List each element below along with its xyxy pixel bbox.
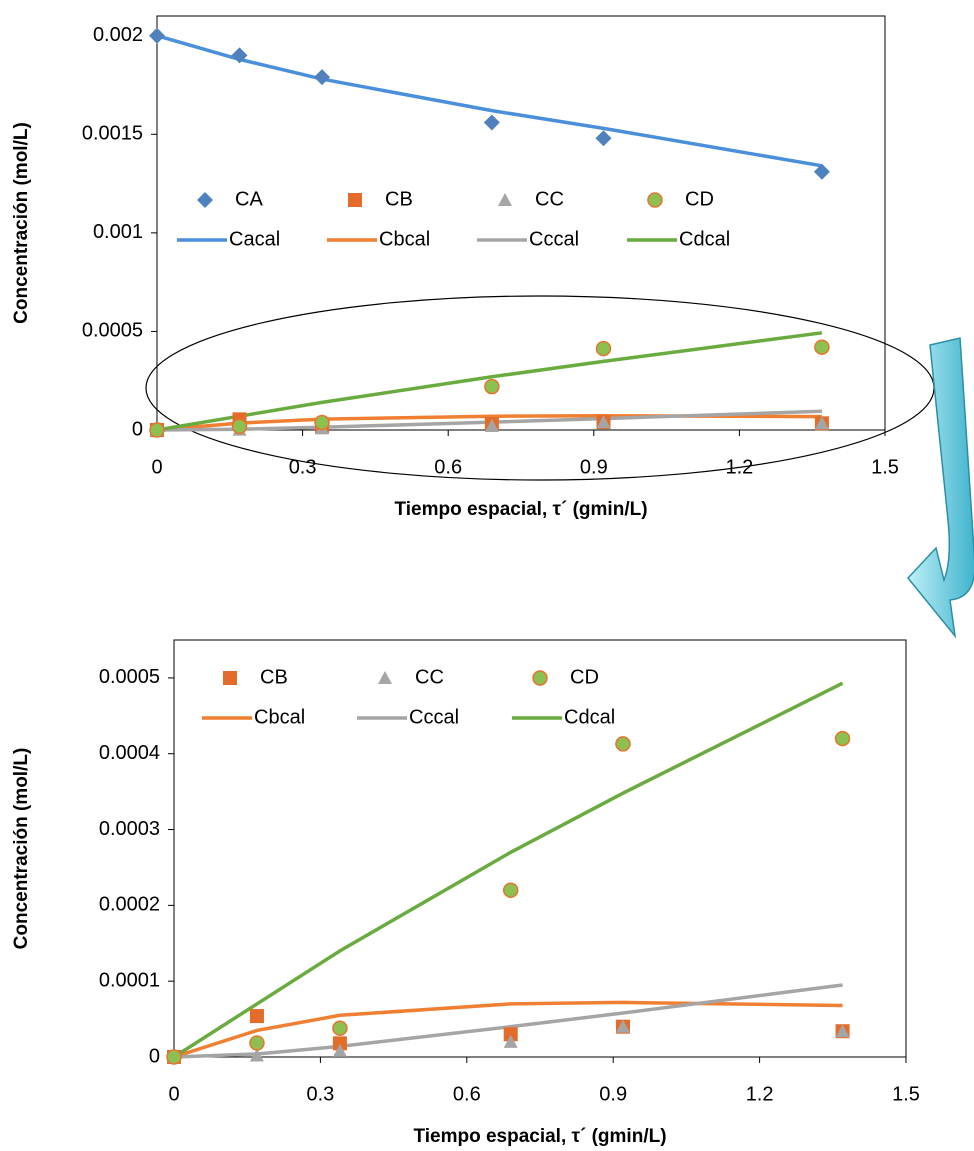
legend-label: Cbcal	[254, 706, 305, 728]
data-point	[814, 416, 829, 430]
data-point	[484, 378, 500, 395]
y-tick-label: 0.001	[93, 221, 143, 243]
x-tick-label: 0	[151, 456, 162, 478]
legend-label: Cdcal	[679, 228, 730, 250]
x-tick-label: 1.5	[892, 1083, 920, 1105]
legend-label: Cacal	[229, 228, 280, 250]
y-axis-title: Concentración (mol/L)	[11, 748, 32, 950]
legend-label: Cccal	[529, 228, 579, 250]
series-line	[173, 681, 844, 1059]
legend-marker	[647, 192, 663, 208]
data-point	[314, 69, 331, 86]
data-point	[595, 130, 612, 147]
data-point	[814, 339, 830, 355]
data-point	[503, 1034, 518, 1048]
legend-marker	[532, 670, 548, 686]
highlight-ellipse	[145, 295, 935, 481]
x-tick-label: 0.9	[599, 1083, 627, 1105]
y-axis-title: Concentración (mol/L)	[11, 122, 32, 324]
y-tick-label: 0.0001	[99, 969, 160, 991]
series-line	[156, 34, 823, 168]
series-line	[173, 983, 843, 1059]
y-tick-label: 0	[149, 1045, 160, 1067]
y-tick-label: 0.0005	[99, 666, 160, 688]
data-point	[484, 419, 499, 433]
y-tick-label: 0.0015	[82, 123, 143, 145]
x-tick-label: 0.6	[453, 1083, 481, 1105]
data-point	[249, 1035, 265, 1051]
y-tick-label: 0.002	[93, 24, 143, 46]
data-point	[615, 1019, 630, 1033]
data-point	[332, 1020, 348, 1036]
x-tick-label: 1.2	[725, 456, 753, 478]
data-point	[166, 1049, 182, 1065]
x-tick-label: 0.6	[434, 456, 462, 478]
data-point	[231, 47, 248, 64]
data-point	[149, 422, 165, 438]
x-axis-title: Tiempo espacial, τ´ (gmin/L)	[394, 499, 647, 520]
data-point	[149, 27, 165, 44]
data-point	[503, 1027, 518, 1042]
legend-marker	[223, 671, 237, 685]
data-point	[249, 1009, 264, 1024]
x-tick-label: 0.9	[580, 456, 608, 478]
legend-label: Cdcal	[564, 706, 615, 728]
series-line	[156, 409, 822, 432]
legend-label: CD	[570, 666, 599, 688]
y-tick-label: 0.0005	[82, 320, 143, 342]
x-tick-label: 0.3	[289, 456, 317, 478]
legend-marker	[197, 192, 213, 208]
legend-label: CC	[415, 666, 444, 688]
legend-label: CB	[260, 666, 288, 688]
data-point	[595, 340, 612, 357]
data-point	[615, 736, 631, 752]
data-point	[596, 415, 611, 429]
x-tick-label: 0	[168, 1083, 179, 1105]
legend-label: Cccal	[409, 706, 459, 728]
legend-label: CB	[385, 188, 413, 210]
legend-label: Cbcal	[379, 228, 430, 250]
data-point	[231, 418, 248, 435]
data-point	[249, 1048, 264, 1062]
data-point	[314, 414, 330, 431]
data-point	[332, 1036, 347, 1051]
series-line	[173, 1000, 843, 1059]
legend-marker	[498, 193, 512, 206]
data-point	[483, 114, 500, 131]
legend-marker	[378, 671, 392, 684]
y-tick-label: 0.0003	[99, 818, 160, 840]
y-tick-label: 0.0004	[99, 742, 160, 764]
data-point	[332, 1043, 347, 1057]
legend-label: CD	[685, 188, 714, 210]
y-tick-label: 0	[132, 418, 143, 440]
data-point	[835, 1024, 850, 1038]
series-line	[156, 331, 823, 432]
data-point	[834, 730, 851, 747]
data-point	[502, 882, 519, 898]
plot-area	[156, 15, 886, 431]
legend-label: CC	[535, 188, 564, 210]
plot-area	[173, 639, 907, 1058]
x-axis-title: Tiempo espacial, τ´ (gmin/L)	[413, 1126, 666, 1147]
arrow	[907, 337, 974, 639]
legend-marker	[348, 193, 362, 207]
data-point	[813, 163, 830, 180]
x-tick-label: 1.2	[746, 1083, 774, 1105]
x-tick-label: 1.5	[871, 456, 899, 478]
x-tick-label: 0.3	[306, 1083, 334, 1105]
legend-label: CA	[235, 188, 263, 210]
y-tick-label: 0.0002	[99, 894, 160, 916]
